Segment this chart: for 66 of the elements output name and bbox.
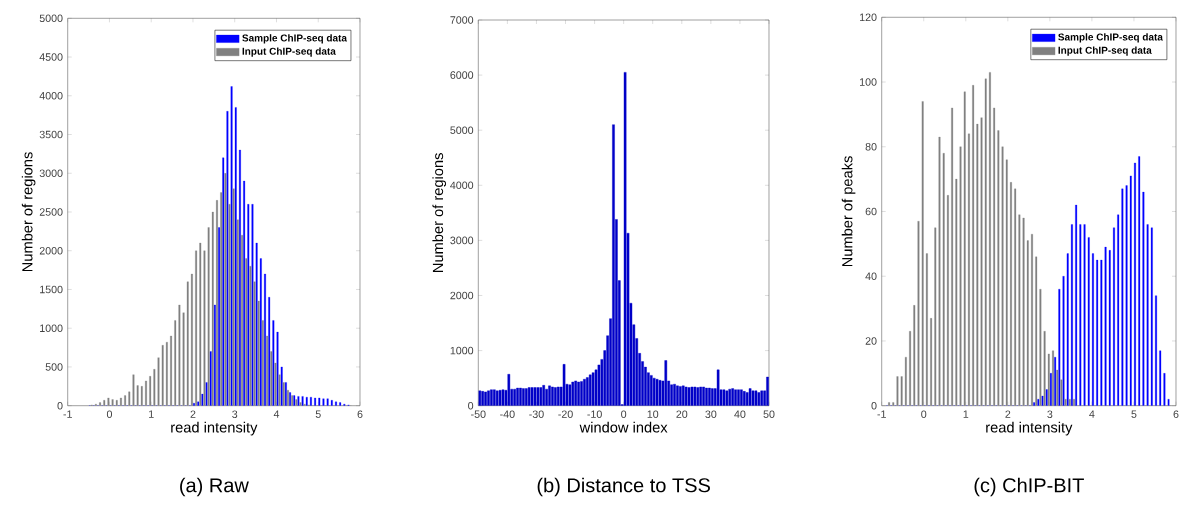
y-tick-label: 3000 bbox=[450, 236, 474, 245]
x-tick-label: -10 bbox=[587, 410, 602, 418]
y-tick-label: 2500 bbox=[39, 208, 63, 216]
x-tick-label: -1 bbox=[63, 410, 72, 418]
y-tick-label: 0 bbox=[871, 401, 877, 410]
x-tick-label: 6 bbox=[1173, 410, 1179, 418]
y-tick-label: 0 bbox=[468, 401, 474, 410]
y-tick-label: 6000 bbox=[450, 71, 474, 79]
y-tick-label: 7000 bbox=[450, 16, 474, 24]
x-tick-label: 1 bbox=[963, 410, 969, 418]
y-tick-label: 100 bbox=[860, 78, 877, 86]
x-axis-title: window index bbox=[579, 421, 668, 433]
y-axis-title: Number of regions bbox=[432, 153, 447, 272]
y-tick-label: 4000 bbox=[39, 92, 63, 100]
x-tick-label: 4 bbox=[273, 410, 280, 418]
y-tick-label: 80 bbox=[865, 142, 877, 151]
x-tick-label: 2 bbox=[190, 410, 196, 418]
x-tick-label: 50 bbox=[763, 410, 775, 418]
x-tick-label: -50 bbox=[471, 410, 486, 418]
y-tick-label: 5000 bbox=[450, 126, 474, 134]
legend-label: Sample ChIP-seq data bbox=[1058, 33, 1163, 43]
y-tick-label: 3000 bbox=[39, 169, 63, 178]
x-tick-label: -1 bbox=[877, 410, 886, 418]
legend-label: Sample ChIP-seq data bbox=[242, 34, 348, 44]
x-tick-label: 5 bbox=[315, 410, 321, 418]
y-tick-label: 2000 bbox=[39, 246, 63, 255]
y-tick-label: 120 bbox=[860, 13, 877, 22]
y-tick-label: 1000 bbox=[450, 346, 474, 355]
y-tick-label: 0 bbox=[57, 401, 63, 410]
x-axis-title: read intensity bbox=[171, 421, 258, 436]
y-tick-label: 2000 bbox=[450, 291, 474, 300]
y-tick-label: 40 bbox=[865, 272, 877, 280]
x-tick-label: 0 bbox=[921, 410, 927, 418]
y-tick-label: 1500 bbox=[40, 285, 63, 294]
legend-label: Input ChIP-seq data bbox=[242, 47, 336, 57]
y-axis-title: Number of regions bbox=[21, 152, 36, 272]
x-tick-label: 40 bbox=[734, 410, 746, 418]
x-axis-title: read intensity bbox=[986, 421, 1073, 436]
x-tick-label: -20 bbox=[558, 410, 573, 418]
x-tick-label: 2 bbox=[1005, 410, 1011, 418]
x-tick-label: -30 bbox=[529, 410, 544, 418]
y-tick-label: 4500 bbox=[39, 53, 63, 61]
y-tick-label: 20 bbox=[865, 337, 877, 345]
x-tick-label: 1 bbox=[149, 410, 154, 418]
x-tick-label: 3 bbox=[232, 410, 238, 418]
x-tick-label: 10 bbox=[647, 410, 659, 418]
y-tick-label: 500 bbox=[45, 363, 63, 371]
x-tick-label: 20 bbox=[676, 410, 688, 418]
x-tick-label: 3 bbox=[1047, 410, 1053, 418]
text: (b) Distance to TSS bbox=[537, 477, 710, 497]
legend-label: Input ChIP-seq data bbox=[1058, 46, 1152, 56]
y-tick-label: 1000 bbox=[40, 324, 63, 332]
y-tick-label: 60 bbox=[865, 207, 877, 216]
y-tick-label: 5000 bbox=[39, 14, 63, 23]
y-axis-title: Number of peaks bbox=[841, 156, 856, 267]
y-tick-label: 4000 bbox=[450, 181, 474, 190]
text: (a) Raw bbox=[180, 477, 249, 497]
y-tick-label: 3500 bbox=[39, 130, 63, 139]
x-tick-label: -40 bbox=[500, 410, 515, 418]
x-tick-label: 0 bbox=[621, 410, 627, 418]
x-tick-label: 4 bbox=[1089, 410, 1095, 418]
text: (c) ChIP-BIT bbox=[974, 477, 1084, 497]
x-tick-label: 5 bbox=[1131, 410, 1137, 418]
x-tick-label: 6 bbox=[357, 410, 363, 418]
x-tick-label: 30 bbox=[705, 410, 717, 418]
x-tick-label: 0 bbox=[106, 410, 113, 418]
